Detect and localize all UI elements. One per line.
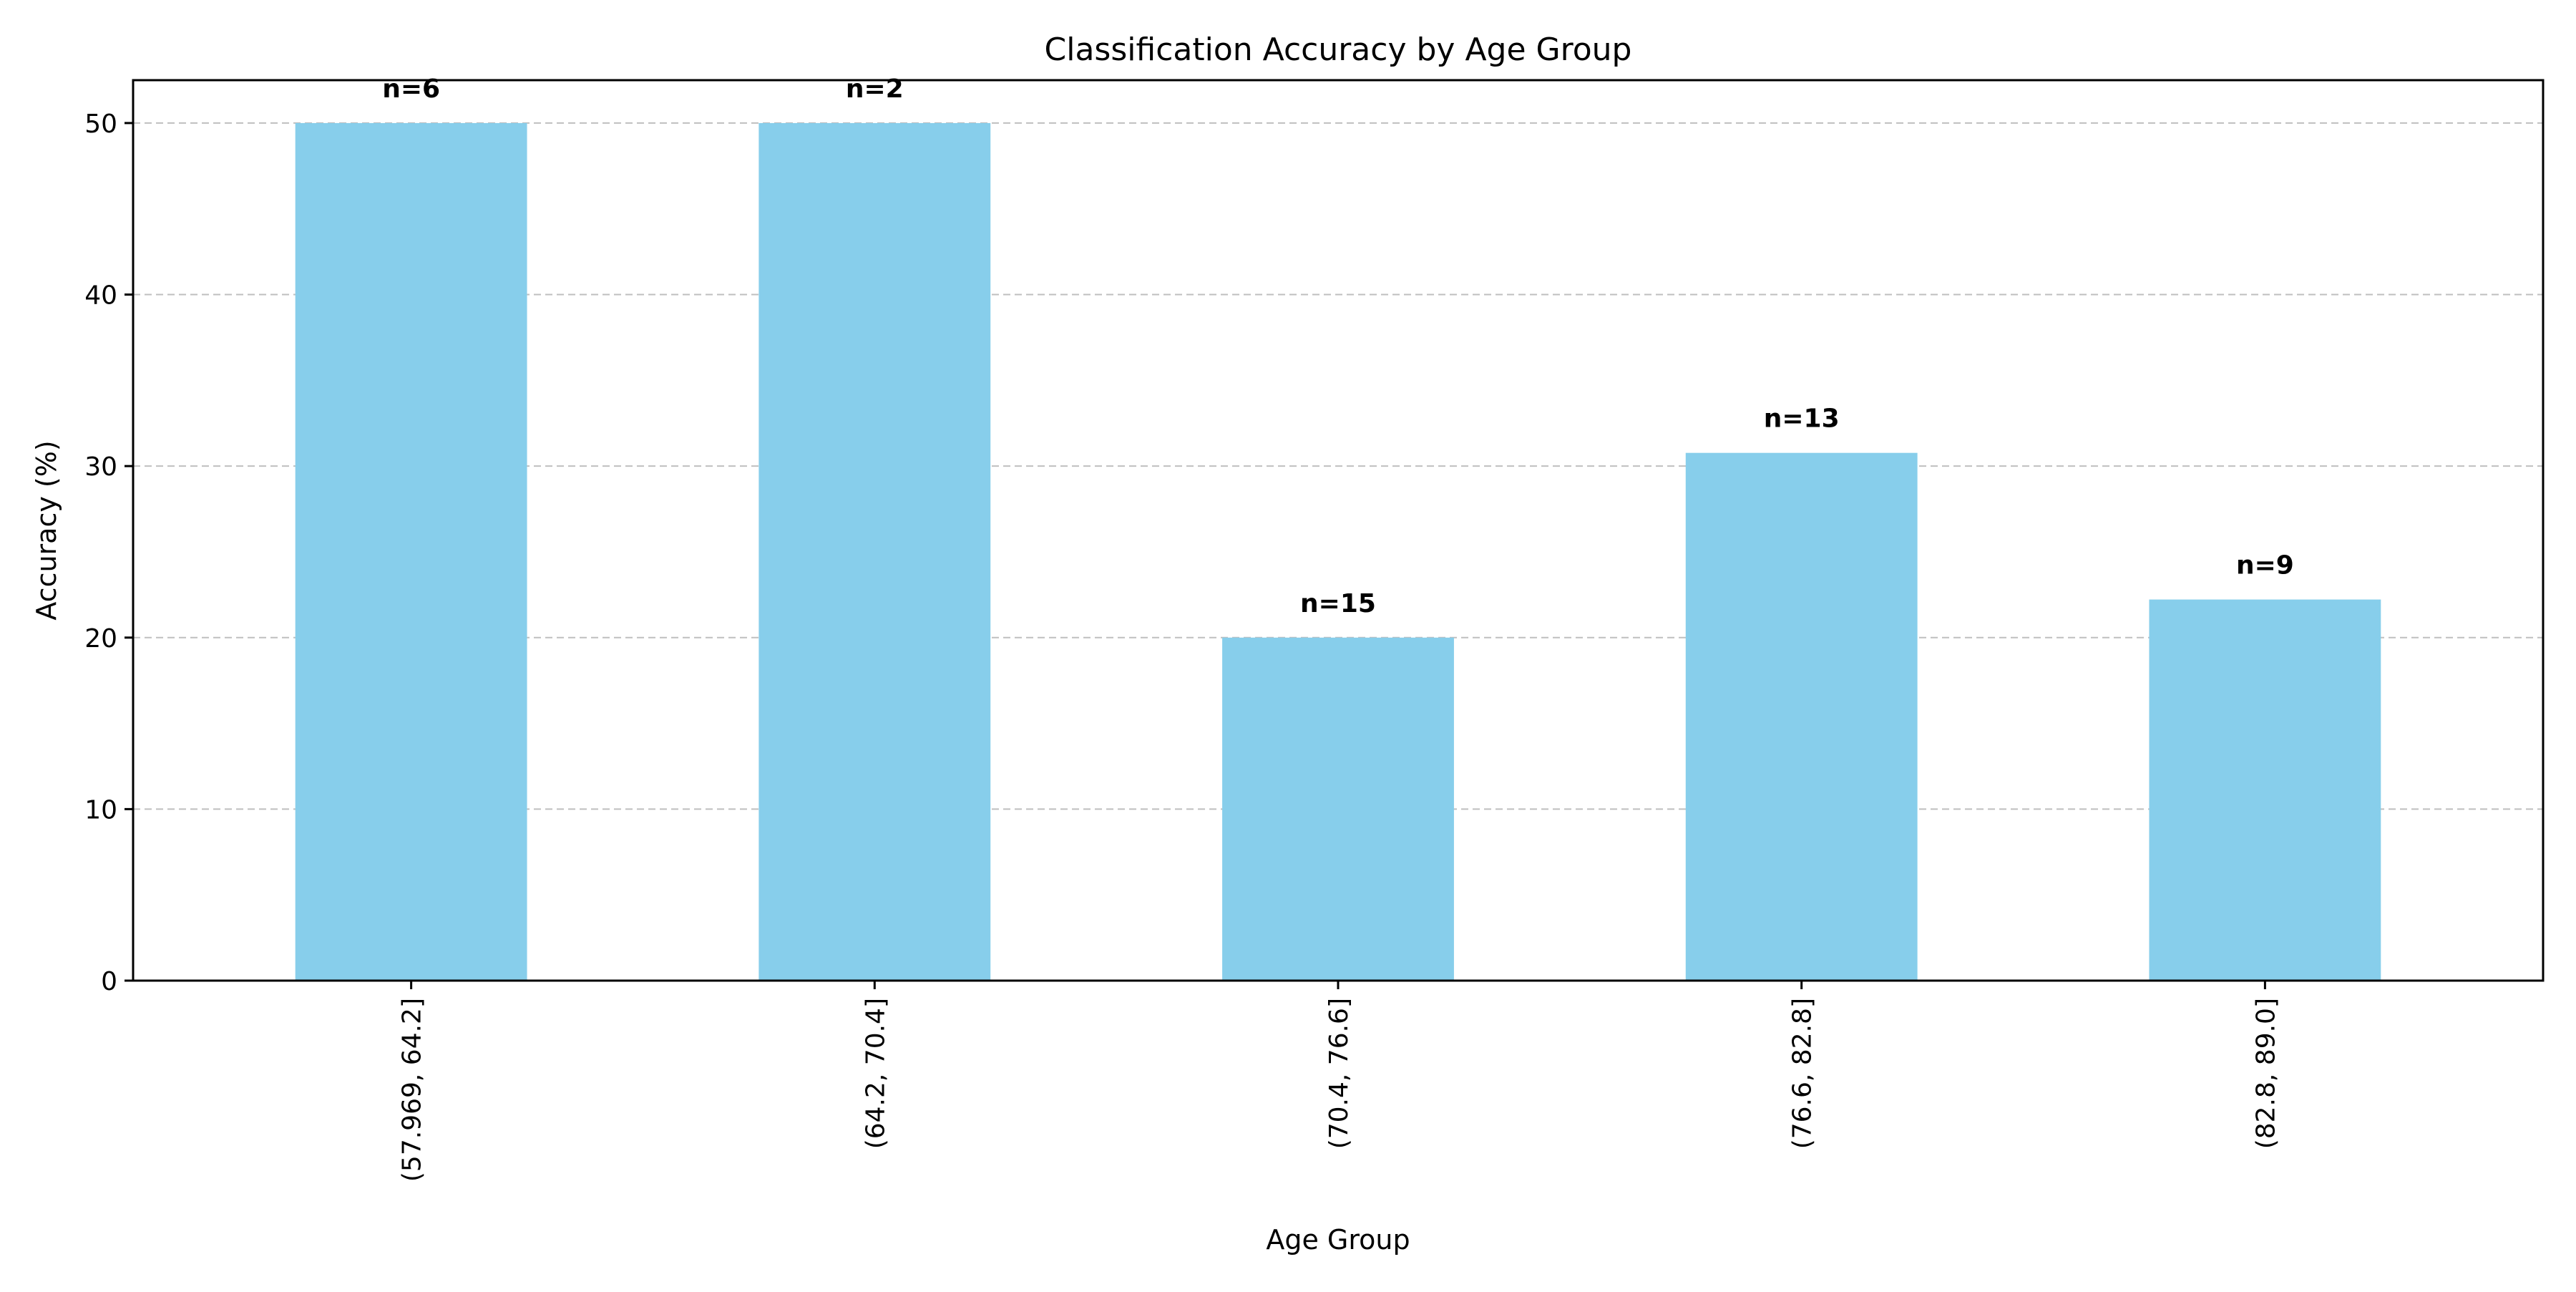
bar-2: [758, 122, 991, 981]
bar-count-label: n=15: [1300, 589, 1376, 618]
x-tick-label: (64.2, 70.4]: [861, 998, 890, 1149]
x-axis-ticks: (57.969, 64.2] (64.2, 70.4] (70.4, 76.6] (7…: [398, 981, 2280, 1182]
y-axis-label: Accuracy (%): [31, 440, 62, 620]
bar-count-label: n=2: [846, 74, 904, 104]
chart-title: Classification Accuracy by Age Group: [1045, 31, 1632, 68]
bar-count-label: n=6: [382, 74, 440, 104]
y-tick-label: 30: [84, 452, 117, 482]
y-tick-label: 0: [101, 967, 117, 996]
bar-count-label: n=13: [1764, 404, 1840, 434]
y-tick-label: 20: [84, 624, 117, 654]
x-tick-label: (70.4, 76.6]: [1324, 998, 1354, 1149]
y-tick-label: 50: [84, 110, 117, 139]
bar-count-label: n=9: [2236, 551, 2294, 581]
x-tick-label: (82.8, 89.0]: [2251, 998, 2280, 1149]
bar-4: [1685, 452, 1918, 981]
x-axis-label: Age Group: [1266, 1224, 1410, 1255]
bar-3: [1222, 637, 1454, 981]
y-tick-label: 40: [84, 281, 117, 311]
x-tick-label: (57.969, 64.2]: [398, 998, 427, 1182]
x-tick-label: (76.6, 82.8]: [1788, 998, 1818, 1149]
data-labels: n=6 n=2 n=15 n=13 n=9: [382, 74, 2294, 618]
bars: [295, 122, 2381, 981]
grid-lines: [133, 122, 2543, 810]
bar-1: [295, 122, 527, 981]
y-axis-ticks: 0 10 20 30 40 50: [84, 110, 133, 996]
y-tick-label: 10: [84, 795, 117, 825]
bar-5: [2149, 599, 2381, 981]
